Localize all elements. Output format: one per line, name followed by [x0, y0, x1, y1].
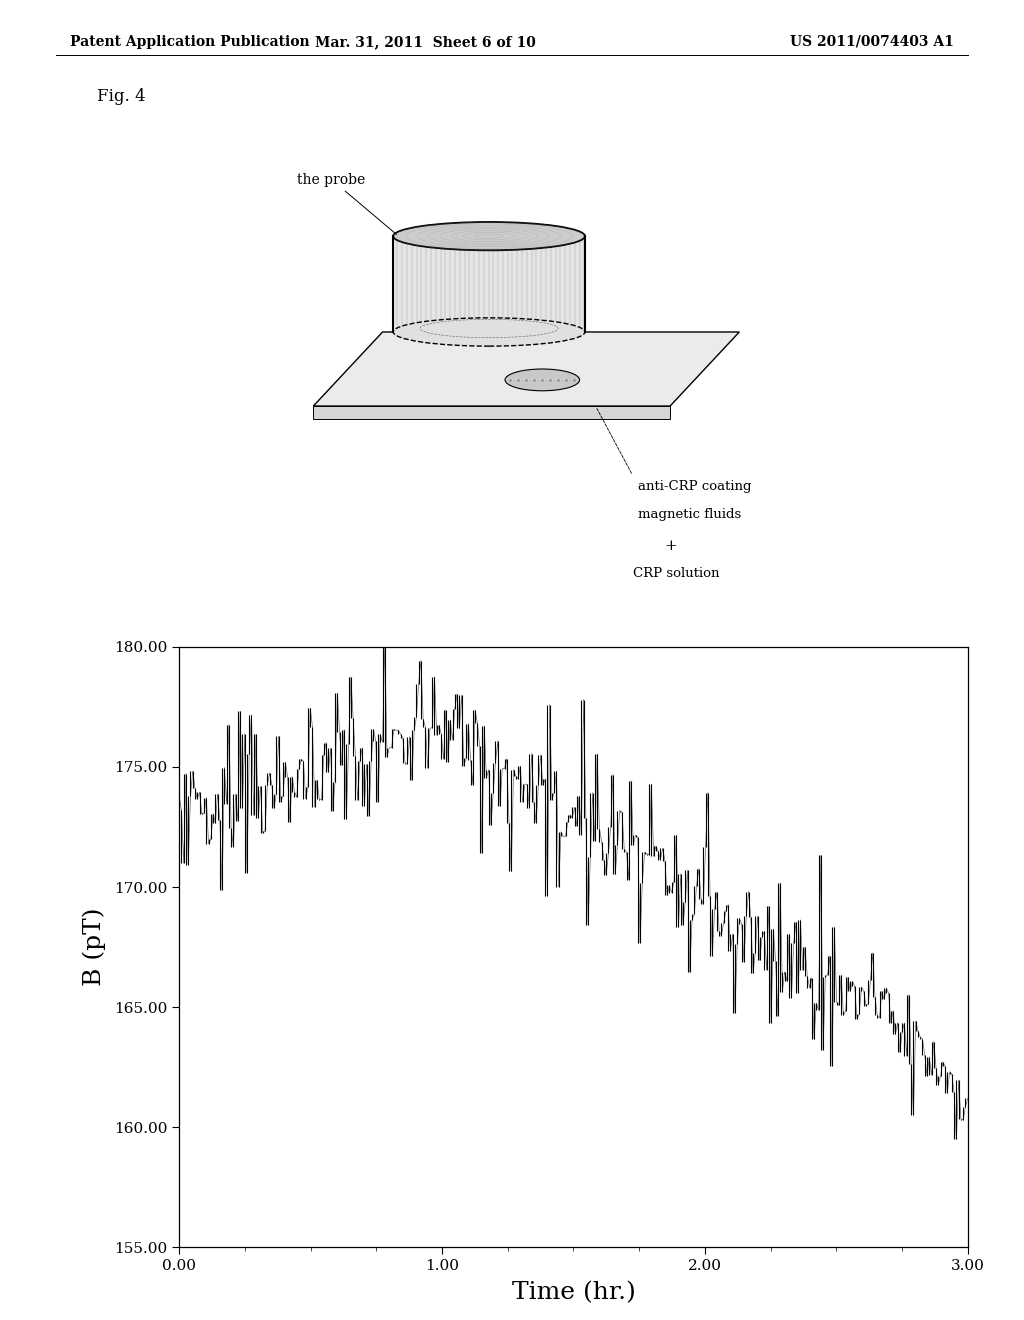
Text: the probe: the probe: [297, 173, 396, 235]
X-axis label: Time (hr.): Time (hr.): [512, 1282, 635, 1304]
Text: Mar. 31, 2011  Sheet 6 of 10: Mar. 31, 2011 Sheet 6 of 10: [314, 34, 536, 49]
Text: Patent Application Publication: Patent Application Publication: [70, 34, 309, 49]
Text: +: +: [665, 539, 678, 553]
Text: US 2011/0074403 A1: US 2011/0074403 A1: [791, 34, 954, 49]
Ellipse shape: [393, 318, 585, 346]
Text: Fig. 4: Fig. 4: [97, 88, 145, 106]
Ellipse shape: [505, 370, 580, 391]
Text: magnetic fluids: magnetic fluids: [638, 508, 741, 521]
Y-axis label: B (pT): B (pT): [82, 908, 105, 986]
Polygon shape: [393, 236, 585, 333]
Polygon shape: [313, 333, 739, 407]
Polygon shape: [313, 407, 670, 420]
Text: CRP solution: CRP solution: [633, 568, 719, 581]
Text: anti-CRP coating: anti-CRP coating: [638, 480, 752, 494]
Ellipse shape: [393, 222, 585, 251]
